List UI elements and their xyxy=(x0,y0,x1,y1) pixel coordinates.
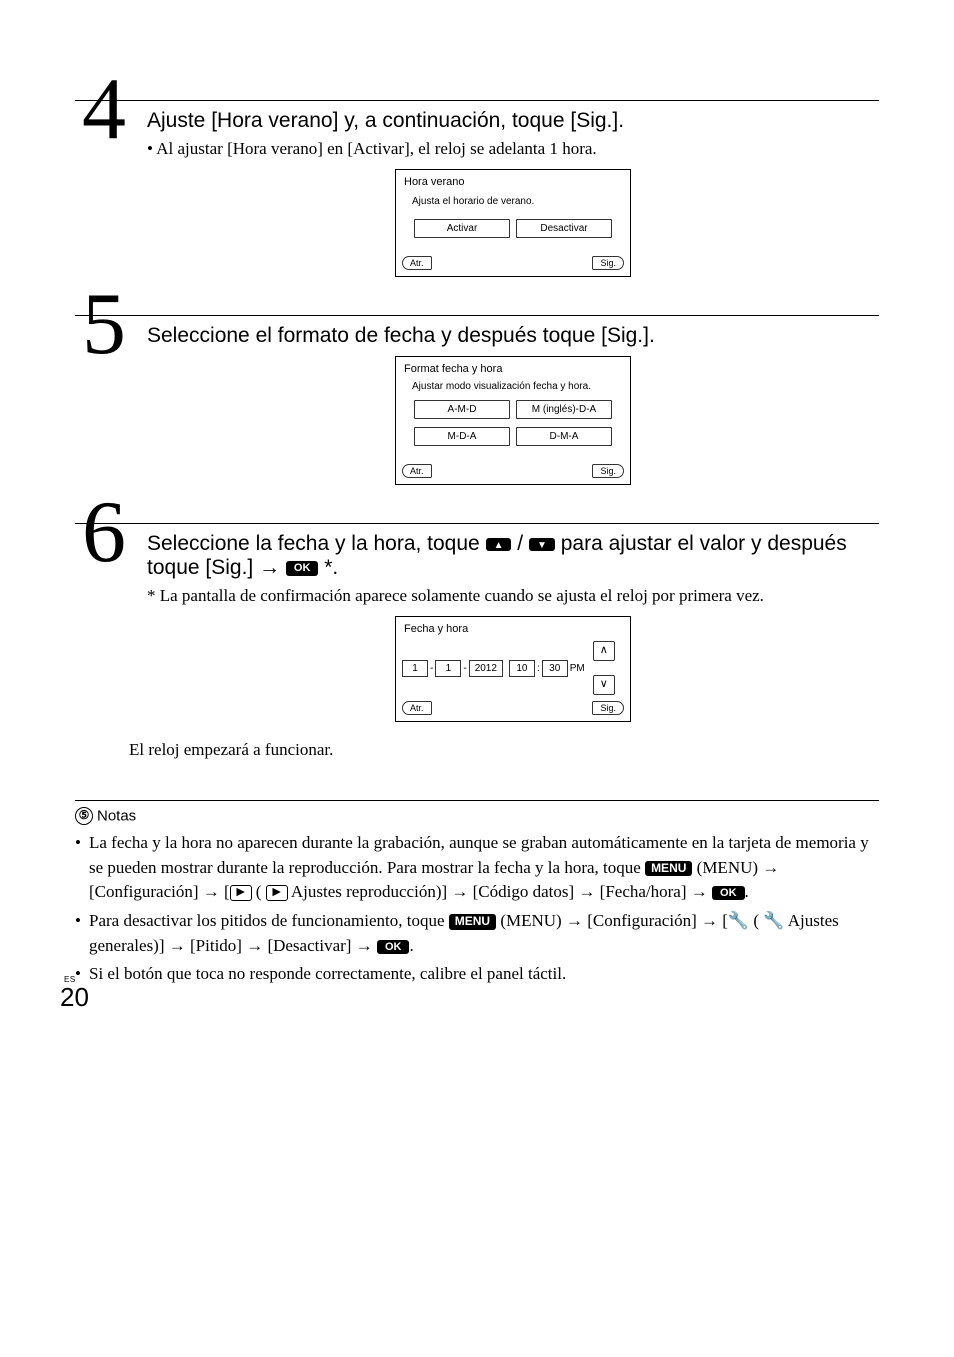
note-2a: Para desactivar los pitidos de funcionam… xyxy=(89,911,449,930)
ss6-year[interactable]: 2012 xyxy=(469,660,503,677)
step-6-title-d: *. xyxy=(318,556,338,579)
ss4-desactivar-button[interactable]: Desactivar xyxy=(516,219,612,238)
ss4-back-button[interactable]: Atr. xyxy=(402,256,432,270)
page-number: ES 20 xyxy=(60,975,89,1011)
ss5-mda-button[interactable]: M-D-A xyxy=(414,427,510,446)
step-4-screenshot: Hora verano Ajusta el horario de verano.… xyxy=(395,169,631,277)
step-5-screenshot: Format fecha y hora Ajustar modo visuali… xyxy=(395,356,631,485)
ss6-sep3: : xyxy=(535,663,542,674)
ss6-sep1: - xyxy=(428,663,435,674)
step-4: 4 Ajuste [Hora verano] y, a continuación… xyxy=(75,100,879,285)
step-5-number: 5 xyxy=(75,294,133,356)
step-6-title: Seleccione la fecha y la hora, toque ▲ /… xyxy=(147,532,879,580)
ss6-min[interactable]: 30 xyxy=(542,660,568,677)
step-4-bullet-text: Al ajustar [Hora verano] en [Activar], e… xyxy=(156,139,596,158)
note-1d: Ajustes reproducción)] → [Código datos] … xyxy=(288,882,712,901)
step-6-number: 6 xyxy=(75,502,133,564)
ss6-down-button[interactable]: ∨ xyxy=(593,675,615,695)
ss5-title: Format fecha y hora xyxy=(396,357,630,375)
step-6-title-a: Seleccione la fecha y la hora, toque xyxy=(147,532,486,555)
ss6-back-button[interactable]: Atr. xyxy=(402,701,432,715)
ok-icon-3: OK xyxy=(377,940,410,954)
note-2e: . xyxy=(409,936,413,955)
ss5-next-button[interactable]: Sig. xyxy=(592,464,624,478)
ss6-sep2: - xyxy=(461,663,468,674)
note-2: Para desactivar los pitidos de funcionam… xyxy=(75,909,879,958)
notes-list: La fecha y la hora no aparecen durante l… xyxy=(75,831,879,987)
ok-icon: OK xyxy=(286,561,319,575)
play-outline-icon-2: ► xyxy=(266,885,288,901)
note-1e: . xyxy=(745,882,749,901)
menu-icon: MENU xyxy=(645,861,692,876)
step-6-footnote: * La pantalla de confirmación aparece so… xyxy=(147,586,879,606)
step-4-number: 4 xyxy=(75,79,133,141)
wrench-icon-2: 🔧 xyxy=(763,911,784,930)
ss5-back-button[interactable]: Atr. xyxy=(402,464,432,478)
ss4-next-button[interactable]: Sig. xyxy=(592,256,624,270)
down-arrow-icon: ▼ xyxy=(529,538,555,551)
step-6-run-text: El reloj empezará a funcionar. xyxy=(129,740,879,760)
note-2b: (MENU) → [Configuración] → [ xyxy=(500,911,728,930)
play-outline-icon: ► xyxy=(230,885,252,901)
step-6-screenshot: Fecha y hora 1 - 1 - 2012 10 : 30 P xyxy=(395,616,631,722)
notes-icon: ⑤ xyxy=(75,807,93,825)
ss6-hour[interactable]: 10 xyxy=(509,660,535,677)
ss6-day2[interactable]: 1 xyxy=(435,660,461,677)
step-6: 6 Seleccione la fecha y la hora, toque ▲… xyxy=(75,523,879,760)
step-5: 5 Seleccione el formato de fecha y despu… xyxy=(75,315,879,493)
step-6-title-b: / xyxy=(511,532,529,555)
ss6-title: Fecha y hora xyxy=(396,617,630,635)
notes-label: Notas xyxy=(97,808,136,825)
note-2c: ( xyxy=(749,911,763,930)
ss4-activar-button[interactable]: Activar xyxy=(414,219,510,238)
manual-page: 4 Ajuste [Hora verano] y, a continuación… xyxy=(0,0,954,1031)
ss6-next-button[interactable]: Sig. xyxy=(592,701,624,715)
ss4-subtitle: Ajusta el horario de verano. xyxy=(396,188,630,215)
ss5-mda-en-button[interactable]: M (inglés)-D-A xyxy=(516,400,612,419)
notes-header: ⑤Notas xyxy=(75,800,879,825)
note-3: Si el botón que toca no responde correct… xyxy=(75,962,879,987)
page-num-value: 20 xyxy=(60,982,89,1012)
ss4-title: Hora verano xyxy=(396,170,630,188)
step-5-title: Seleccione el formato de fecha y después… xyxy=(147,324,879,348)
up-arrow-icon: ▲ xyxy=(486,538,512,551)
ss6-up-button[interactable]: ∧ xyxy=(593,641,615,661)
ss5-amd-button[interactable]: A-M-D xyxy=(414,400,510,419)
step-4-title: Ajuste [Hora verano] y, a continuación, … xyxy=(147,109,879,133)
ok-icon-2: OK xyxy=(712,886,745,900)
ss5-subtitle: Ajustar modo visualización fecha y hora. xyxy=(396,375,630,396)
menu-icon-2: MENU xyxy=(449,914,496,929)
ss6-ampm: PM xyxy=(568,663,587,674)
wrench-icon: 🔧 xyxy=(728,911,749,930)
step-4-bullet: • Al ajustar [Hora verano] en [Activar],… xyxy=(147,139,879,159)
ss6-day1[interactable]: 1 xyxy=(402,660,428,677)
note-1: La fecha y la hora no aparecen durante l… xyxy=(75,831,879,905)
note-1c: ( xyxy=(252,882,266,901)
ss5-dma-button[interactable]: D-M-A xyxy=(516,427,612,446)
